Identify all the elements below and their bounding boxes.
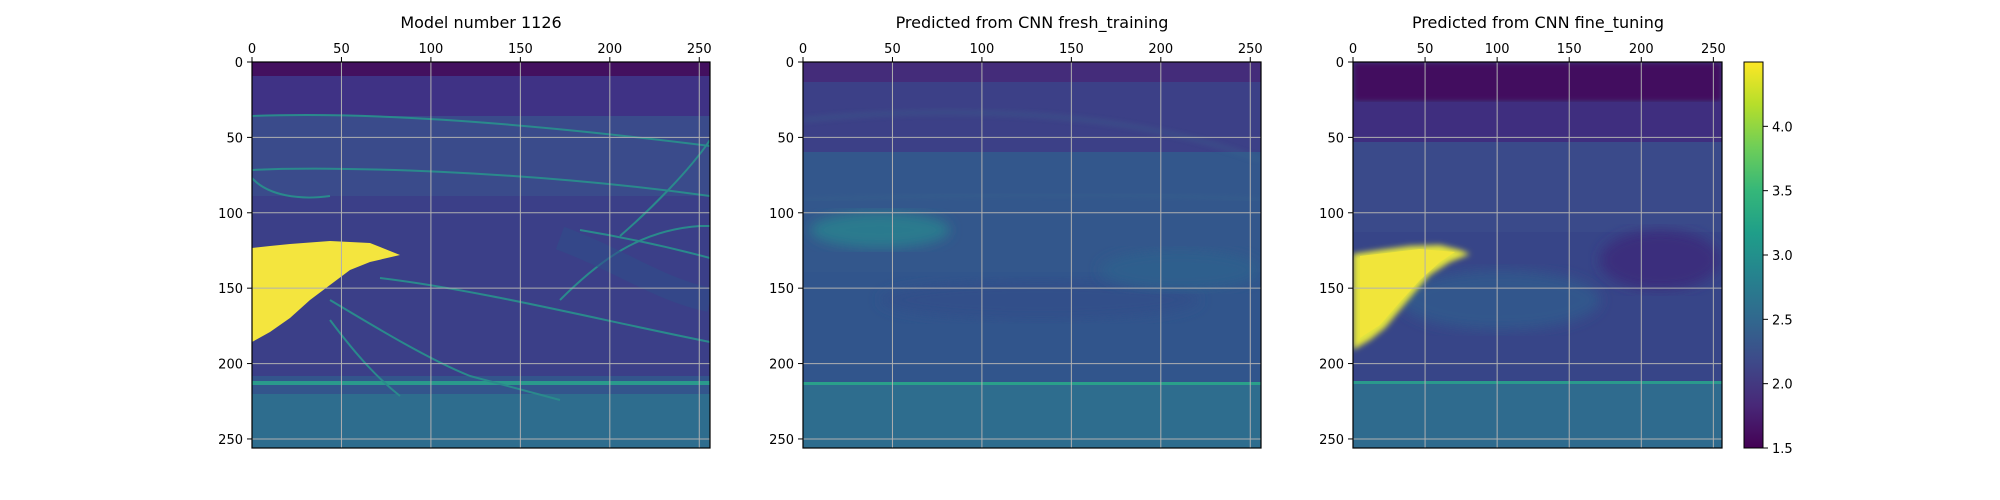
axes-frame <box>251 61 711 449</box>
heatmap-image <box>1353 62 1722 448</box>
x-tick-label: 250 <box>687 42 712 57</box>
heatmap-image <box>803 62 1261 448</box>
colorbar-tick-label: 2.5 <box>1772 313 1793 328</box>
x-tick-label: 200 <box>1629 42 1654 57</box>
x-ticks: 0 50 100 150 200 250 <box>248 42 712 62</box>
x-ticks: 0 50 100 150 200 250 <box>1349 42 1726 62</box>
x-tick-label: 150 <box>1557 42 1582 57</box>
colorbar-tick-label: 3.5 <box>1772 185 1793 200</box>
axes-frame <box>1352 61 1723 449</box>
y-tick-label: 0 <box>235 56 243 71</box>
x-tick-label: 50 <box>884 42 901 57</box>
x-tick-label: 200 <box>1148 42 1173 57</box>
x-tick-label: 0 <box>1349 42 1357 57</box>
x-tick-label: 150 <box>1059 42 1084 57</box>
heatmap-image <box>252 62 710 448</box>
y-tick-label: 200 <box>218 358 243 373</box>
x-tick-label: 250 <box>1701 42 1726 57</box>
y-ticks: 0 50 100 150 200 250 <box>1319 56 1353 448</box>
x-tick-label: 100 <box>1485 42 1510 57</box>
x-tick-label: 100 <box>969 42 994 57</box>
x-tick-label: 50 <box>333 42 350 57</box>
x-tick-label: 0 <box>799 42 807 57</box>
x-tick-label: 250 <box>1238 42 1263 57</box>
grid-lines <box>1352 61 1722 448</box>
x-tick-label: 200 <box>597 42 622 57</box>
x-ticks: 0 50 100 150 200 250 <box>799 42 1263 62</box>
panel-title: Predicted from CNN fresh_training <box>896 13 1169 33</box>
panel-fresh-training: Predicted from CNN fresh_training 0 50 100… <box>769 13 1263 449</box>
y-tick-label: 50 <box>226 131 243 146</box>
y-tick-label: 100 <box>218 207 243 222</box>
axes-frame <box>802 61 1262 449</box>
y-tick-label: 50 <box>1327 131 1344 146</box>
y-tick-label: 200 <box>1319 358 1344 373</box>
panel-title: Predicted from CNN fine_tuning <box>1412 13 1664 33</box>
colorbar-tick-label: 4.0 <box>1772 120 1793 135</box>
y-tick-label: 250 <box>1319 433 1344 448</box>
y-tick-label: 50 <box>777 131 794 146</box>
panel-fine-tuning: Predicted from CNN fine_tuning 0 50 100 150… <box>1319 13 1726 449</box>
y-tick-label: 200 <box>769 358 794 373</box>
y-tick-label: 0 <box>1336 56 1344 71</box>
colorbar-tick-label: 2.0 <box>1772 378 1793 393</box>
x-tick-label: 50 <box>1417 42 1434 57</box>
y-tick-label: 100 <box>769 207 794 222</box>
colorbar-gradient <box>1743 61 1764 449</box>
colorbar-ticks: 4.0 3.5 3.0 2.5 2.0 1.5 <box>1763 120 1793 457</box>
colorbar-tick-label: 3.0 <box>1772 249 1793 264</box>
colorbar: 4.0 3.5 3.0 2.5 2.0 1.5 <box>1743 61 1793 457</box>
x-tick-label: 0 <box>248 42 256 57</box>
colorbar-tick-label: 1.5 <box>1772 442 1793 457</box>
y-tick-label: 0 <box>786 56 794 71</box>
y-tick-label: 150 <box>1319 282 1344 297</box>
y-tick-label: 100 <box>1319 207 1344 222</box>
y-ticks: 0 50 100 150 200 250 <box>218 56 252 448</box>
x-tick-label: 150 <box>508 42 533 57</box>
panel-title: Model number 1126 <box>400 13 561 32</box>
x-tick-label: 100 <box>418 42 443 57</box>
y-tick-label: 150 <box>218 282 243 297</box>
y-tick-label: 150 <box>769 282 794 297</box>
y-tick-label: 250 <box>769 433 794 448</box>
y-tick-label: 250 <box>218 433 243 448</box>
y-ticks: 0 50 100 150 200 250 <box>769 56 803 448</box>
